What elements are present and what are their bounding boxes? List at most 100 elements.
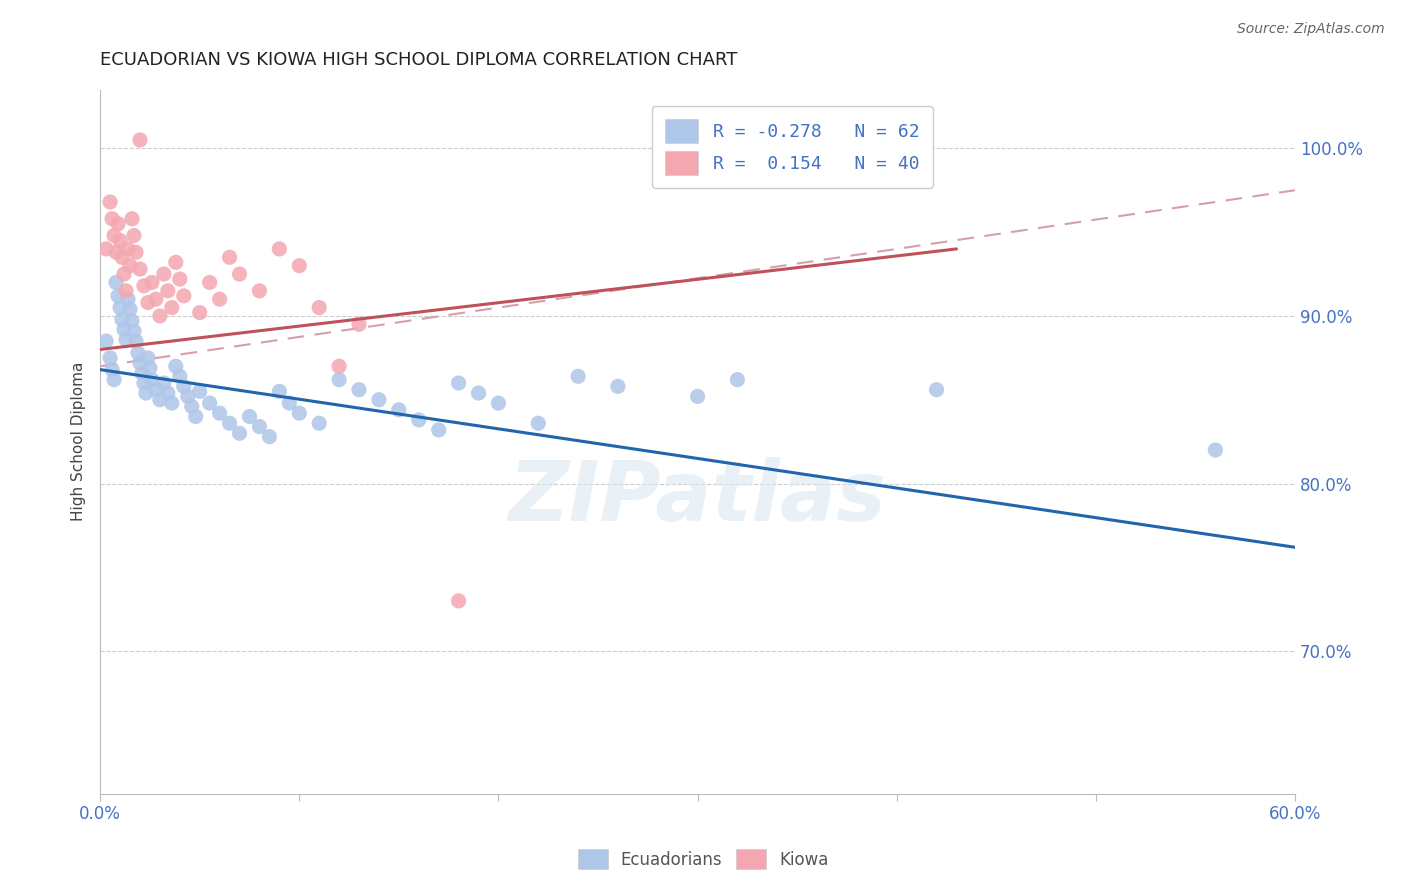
Point (105, 245, 128, 260)
Point (447, 594, 470, 608)
Point (184, 409, 207, 424)
Point (125, 334, 148, 348)
Point (725, 373, 748, 387)
Point (122, 324, 145, 338)
Point (606, 379, 628, 393)
Point (149, 309, 172, 323)
Point (145, 292, 167, 306)
Point (118, 259, 141, 273)
Point (180, 400, 202, 414)
Text: Source: ZipAtlas.com: Source: ZipAtlas.com (1237, 22, 1385, 37)
Point (115, 284, 138, 298)
Point (467, 386, 489, 401)
Point (101, 211, 124, 226)
Point (486, 396, 509, 410)
Point (141, 276, 163, 290)
Point (122, 228, 145, 243)
Point (115, 333, 138, 347)
Point (129, 262, 152, 277)
Point (125, 245, 148, 260)
Point (165, 359, 187, 374)
Point (218, 416, 240, 430)
Point (153, 267, 176, 281)
Point (198, 276, 221, 290)
Point (108, 234, 131, 248)
Point (103, 228, 125, 243)
Point (925, 383, 948, 397)
Point (121, 211, 143, 226)
Point (135, 386, 157, 401)
Point (1204, 443, 1226, 458)
Point (249, 419, 271, 434)
Point (127, 346, 149, 360)
Point (165, 255, 187, 269)
Point (308, 301, 330, 315)
Point (107, 289, 129, 303)
Point (156, 386, 179, 401)
Point (328, 373, 350, 387)
Point (145, 383, 167, 397)
Point (188, 305, 211, 319)
Point (117, 292, 139, 306)
Point (228, 267, 250, 281)
Point (136, 295, 159, 310)
Point (288, 406, 311, 420)
Point (238, 409, 260, 424)
Point (347, 318, 370, 332)
Text: ZIPatlas: ZIPatlas (509, 458, 887, 539)
Point (94, 242, 117, 256)
Point (173, 379, 195, 393)
Point (101, 362, 124, 376)
Point (447, 376, 470, 390)
Point (139, 360, 162, 375)
Point (108, 301, 131, 315)
Point (288, 259, 311, 273)
Point (347, 383, 370, 397)
Point (118, 302, 141, 317)
Point (198, 396, 221, 410)
Point (103, 373, 125, 387)
Point (131, 366, 153, 380)
Point (567, 369, 589, 384)
Point (132, 278, 155, 293)
Point (208, 406, 231, 420)
Point (427, 423, 450, 437)
Text: ECUADORIAN VS KIOWA HIGH SCHOOL DIPLOMA CORRELATION CHART: ECUADORIAN VS KIOWA HIGH SCHOOL DIPLOMA … (100, 51, 738, 69)
Point (278, 396, 301, 410)
Point (308, 416, 330, 430)
Point (188, 384, 211, 399)
Point (105, 276, 128, 290)
Point (111, 312, 134, 326)
Point (153, 376, 176, 390)
Legend: Ecuadorians, Kiowa: Ecuadorians, Kiowa (568, 838, 838, 880)
Point (141, 373, 163, 387)
Point (112, 267, 135, 281)
Point (368, 392, 391, 407)
Point (111, 250, 134, 264)
Point (98, 194, 121, 209)
Legend: R = -0.278   N = 62, R =  0.154   N = 40: R = -0.278 N = 62, R = 0.154 N = 40 (651, 106, 934, 188)
Point (228, 426, 250, 441)
Point (169, 272, 191, 286)
Point (117, 242, 139, 256)
Point (269, 242, 291, 256)
Point (136, 351, 159, 365)
Point (173, 289, 195, 303)
Point (149, 392, 172, 407)
Point (160, 301, 183, 315)
Point (94, 334, 117, 348)
Point (388, 402, 411, 417)
Point (527, 416, 550, 430)
Point (218, 250, 240, 264)
Point (259, 430, 281, 444)
Point (107, 217, 129, 231)
Point (408, 413, 430, 427)
Point (328, 359, 350, 374)
Point (112, 322, 135, 336)
Point (269, 384, 291, 399)
Point (129, 356, 152, 370)
Point (686, 389, 709, 403)
Point (208, 292, 231, 306)
Point (121, 314, 143, 328)
Point (156, 284, 179, 298)
